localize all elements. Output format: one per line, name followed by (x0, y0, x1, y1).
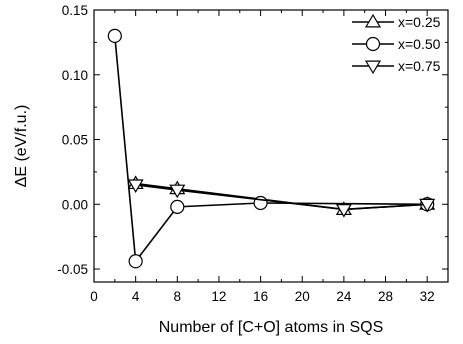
data-point (128, 254, 143, 269)
legend-label: x=0.75 (398, 58, 441, 74)
ticks-layer (93, 9, 448, 282)
legend-label: x=0.25 (398, 14, 441, 30)
x-tick-label: 8 (174, 289, 182, 304)
series-line (114, 35, 428, 264)
legend-entry: x=0.25 (352, 13, 441, 30)
legend-marker (364, 13, 382, 28)
x-tick-label: 24 (336, 289, 352, 304)
x-tick-label: 4 (132, 289, 140, 304)
legend-entry: x=0.75 (352, 58, 441, 75)
series-3 (127, 179, 436, 218)
tick-labels-layer: 0 4 8 12 16 20 24 28 32 -0.05 0.00 0.05 0.10 0.15 (57, 3, 434, 304)
legend: x=0.25 x=0.50 x=0.75 (352, 13, 441, 75)
data-point (335, 203, 352, 218)
legend-entry: x=0.50 (352, 36, 441, 52)
data-point (169, 184, 186, 199)
y-tick-label: 0.05 (62, 133, 88, 148)
y-tick-label: 0.10 (62, 68, 88, 83)
x-axis-title: Number of [C+O] atoms in SQS (159, 319, 384, 336)
series-layer (107, 28, 436, 269)
data-point (127, 179, 144, 194)
x-tick-label: 0 (90, 289, 98, 304)
plot-frame (93, 9, 449, 283)
data-point (419, 198, 436, 213)
x-tick-label: 12 (211, 289, 226, 304)
x-tick-label: 16 (253, 289, 268, 304)
y-tick-label: 0.00 (62, 197, 88, 212)
legend-label: x=0.50 (398, 36, 441, 52)
legend-marker (365, 36, 381, 52)
y-tick-label: 0.15 (62, 3, 88, 18)
data-point (107, 28, 122, 44)
y-tick-label: -0.05 (57, 262, 88, 277)
series-line (135, 184, 428, 211)
series-2 (107, 28, 435, 269)
x-tick-label: 28 (378, 289, 393, 304)
legend-marker (364, 60, 382, 75)
x-tick-label: 32 (420, 289, 435, 304)
y-axis-title: ΔE (eV/f.u.) (13, 105, 30, 188)
data-point (170, 199, 185, 214)
x-tick-label: 20 (295, 289, 310, 304)
